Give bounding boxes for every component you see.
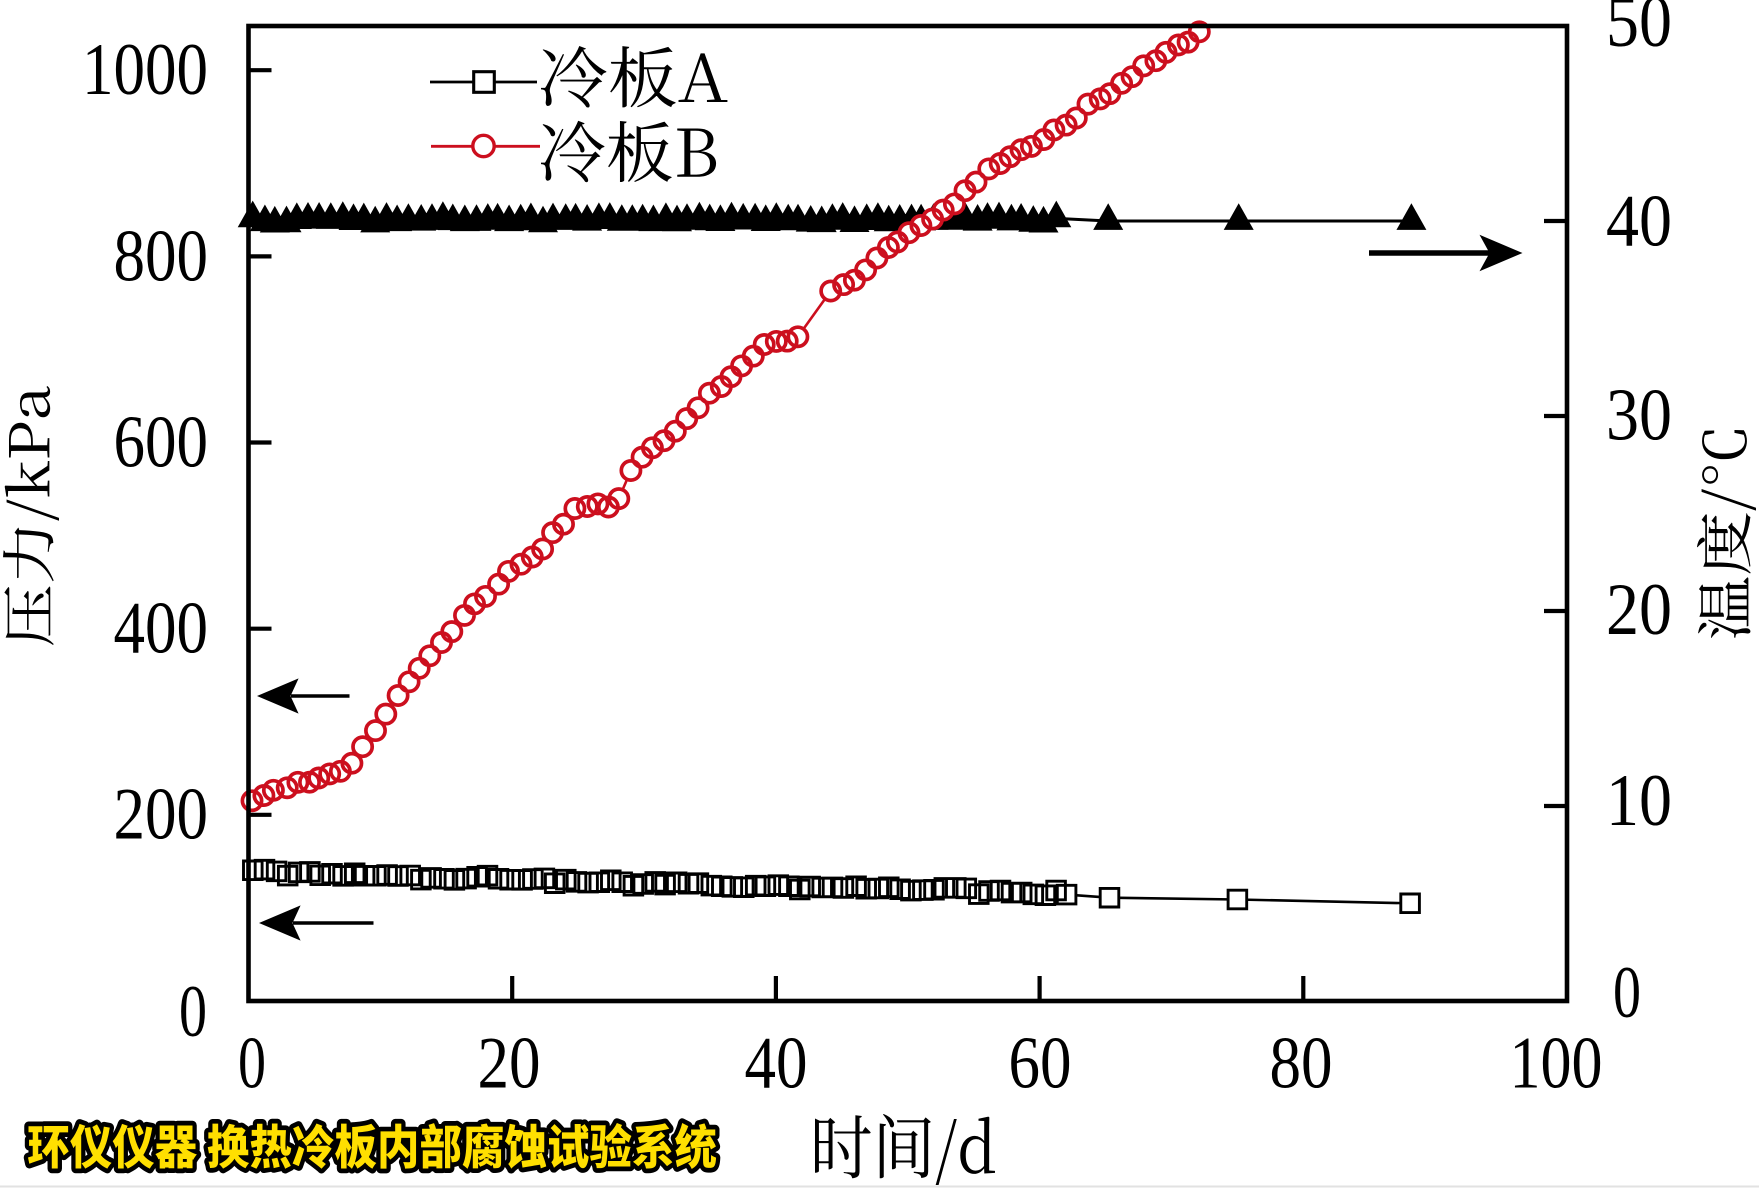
svg-text:40: 40 bbox=[745, 1023, 808, 1105]
svg-text:60: 60 bbox=[1009, 1023, 1072, 1105]
svg-text:10: 10 bbox=[1606, 760, 1672, 842]
svg-text:0: 0 bbox=[238, 1023, 266, 1105]
svg-text:400: 400 bbox=[114, 588, 209, 670]
svg-text:800: 800 bbox=[114, 215, 209, 297]
svg-text:80: 80 bbox=[1270, 1023, 1333, 1105]
svg-text:0: 0 bbox=[179, 971, 207, 1053]
svg-text:20: 20 bbox=[1606, 569, 1672, 651]
svg-text:600: 600 bbox=[114, 401, 209, 483]
svg-text:1000: 1000 bbox=[82, 29, 208, 111]
svg-text:30: 30 bbox=[1606, 375, 1672, 457]
svg-text:40: 40 bbox=[1606, 181, 1672, 263]
svg-text:200: 200 bbox=[114, 774, 209, 856]
svg-text:50: 50 bbox=[1606, 0, 1672, 63]
svg-text:0: 0 bbox=[1613, 952, 1641, 1034]
svg-text:20: 20 bbox=[478, 1023, 541, 1105]
svg-text:100: 100 bbox=[1510, 1023, 1603, 1105]
